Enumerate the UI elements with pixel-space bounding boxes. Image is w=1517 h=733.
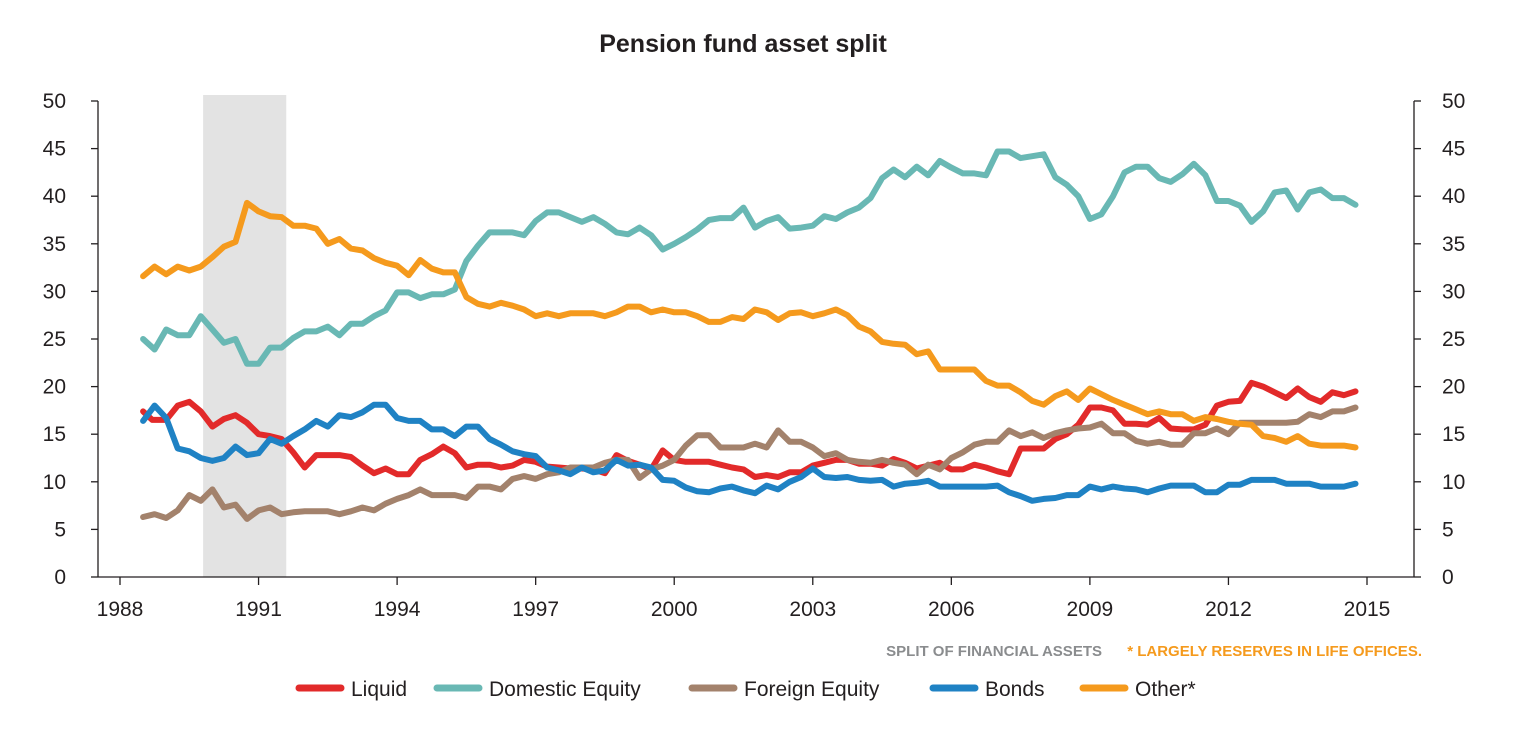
y-tick-label-left-40: 40 (43, 185, 66, 208)
x-tick-label-2000: 2000 (651, 598, 698, 621)
y-tick-label-left-5: 5 (54, 518, 66, 541)
y-tick-label-left-35: 35 (43, 233, 66, 256)
y-tick-label-left-10: 10 (43, 471, 66, 494)
series-layer (140, 148, 1359, 522)
chart-title: Pension fund asset split (599, 30, 887, 58)
x-tick-label-1991: 1991 (235, 598, 282, 621)
x-tick-label-1994: 1994 (374, 598, 421, 621)
x-tick-label-2009: 2009 (1067, 598, 1114, 621)
y-tick-label-left-20: 20 (43, 376, 66, 399)
y-tick-label-left-45: 45 (43, 138, 66, 161)
y-tick-label-right-40: 40 (1442, 185, 1465, 208)
x-tick-label-2003: 2003 (789, 598, 836, 621)
series-line-domestic-equity (140, 148, 1359, 367)
note-largely-reserves: * LARGELY RESERVES IN LIFE OFFICES. (1127, 643, 1422, 660)
series-line-foreign-equity (140, 404, 1359, 522)
x-tick-label-1997: 1997 (512, 598, 559, 621)
series-line-bonds (140, 401, 1359, 504)
x-tick-label-2006: 2006 (928, 598, 975, 621)
x-tick-label-2015: 2015 (1344, 598, 1391, 621)
legend-label-domestic-equity: Domestic Equity (489, 678, 641, 701)
legend: Liquid Domestic Equity Foreign Equity Bonds… (295, 678, 1196, 701)
x-tick-label-2012: 2012 (1205, 598, 1252, 621)
y-tick-label-left-25: 25 (43, 328, 66, 351)
y-tick-label-left-15: 15 (43, 423, 66, 446)
x-tick-label-1988: 1988 (97, 598, 144, 621)
y-tick-label-right-0: 0 (1442, 566, 1454, 589)
y-tick-label-right-10: 10 (1442, 471, 1465, 494)
y-tick-label-right-45: 45 (1442, 138, 1465, 161)
y-tick-label-right-20: 20 (1442, 376, 1465, 399)
note-split-financial-assets: SPLIT OF FINANCIAL ASSETS (886, 643, 1102, 660)
series-line-liquid (140, 379, 1359, 480)
y-tick-label-right-50: 50 (1442, 90, 1465, 113)
legend-label-bonds: Bonds (985, 678, 1045, 701)
legend-label-other: Other* (1135, 678, 1196, 701)
legend-label-foreign-equity: Foreign Equity (744, 678, 880, 701)
y-tick-label-left-50: 50 (43, 90, 66, 113)
y-tick-label-right-35: 35 (1442, 233, 1465, 256)
y-tick-label-right-25: 25 (1442, 328, 1465, 351)
legend-label-liquid: Liquid (351, 678, 407, 701)
y-tick-label-left-30: 30 (43, 280, 66, 303)
ticks-layer: 0 0 5 5 10 10 15 15 20 20 25 25 30 30 35 35 40 40 45 45 50 50… (43, 90, 1466, 621)
y-tick-label-right-15: 15 (1442, 423, 1465, 446)
y-tick-label-right-5: 5 (1442, 518, 1454, 541)
y-tick-label-right-30: 30 (1442, 280, 1465, 303)
y-tick-label-left-0: 0 (54, 566, 66, 589)
series-line-other (140, 199, 1359, 451)
